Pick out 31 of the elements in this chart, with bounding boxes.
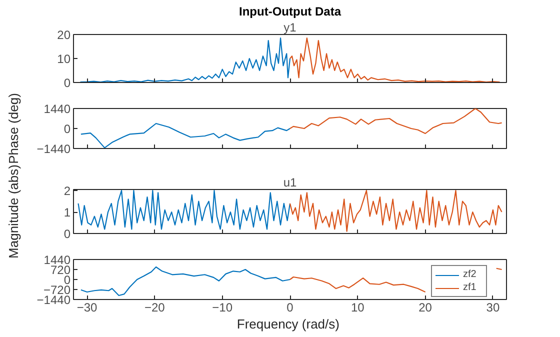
y-axis-title: Phase (deg) bbox=[6, 93, 21, 164]
y-tick-label: 0 bbox=[64, 122, 71, 136]
x-tick-label: 20 bbox=[418, 300, 432, 314]
y-tick-label: −1440 bbox=[36, 142, 71, 156]
line-series bbox=[80, 266, 291, 296]
x-tick-label: −10 bbox=[212, 300, 233, 314]
chart-title: Input-Output Data bbox=[239, 4, 342, 18]
y-tick-label: 1440 bbox=[44, 102, 71, 116]
line-series bbox=[80, 122, 291, 148]
y-tick-label: 10 bbox=[57, 52, 71, 66]
x-tick-label: −20 bbox=[144, 300, 166, 314]
y-tick-label: 1 bbox=[64, 206, 71, 220]
legend-label: zf2 bbox=[463, 269, 478, 280]
x-tick-label: 10 bbox=[350, 300, 365, 314]
x-axis-title: Frequency (rad/s) bbox=[236, 316, 340, 332]
y-tick-label: 2 bbox=[64, 184, 71, 198]
line-series bbox=[80, 38, 291, 82]
y-axis-title: Magnitude (abs) bbox=[6, 164, 21, 258]
line-series bbox=[78, 190, 291, 230]
y-tick-label: 20 bbox=[57, 28, 71, 42]
chart-subtitle: y1 bbox=[284, 20, 297, 34]
x-tick-label: 30 bbox=[486, 300, 500, 314]
x-tick-label: 0 bbox=[286, 300, 294, 314]
line-series bbox=[289, 38, 500, 82]
legend-label: zf1 bbox=[463, 282, 478, 293]
line-series bbox=[289, 108, 502, 134]
line-series bbox=[289, 190, 502, 232]
y-tick-label: 0 bbox=[64, 227, 71, 241]
y-tick-label: 0 bbox=[64, 76, 71, 90]
chart-title: u1 bbox=[283, 176, 297, 190]
x-tick-label: −30 bbox=[76, 300, 98, 314]
